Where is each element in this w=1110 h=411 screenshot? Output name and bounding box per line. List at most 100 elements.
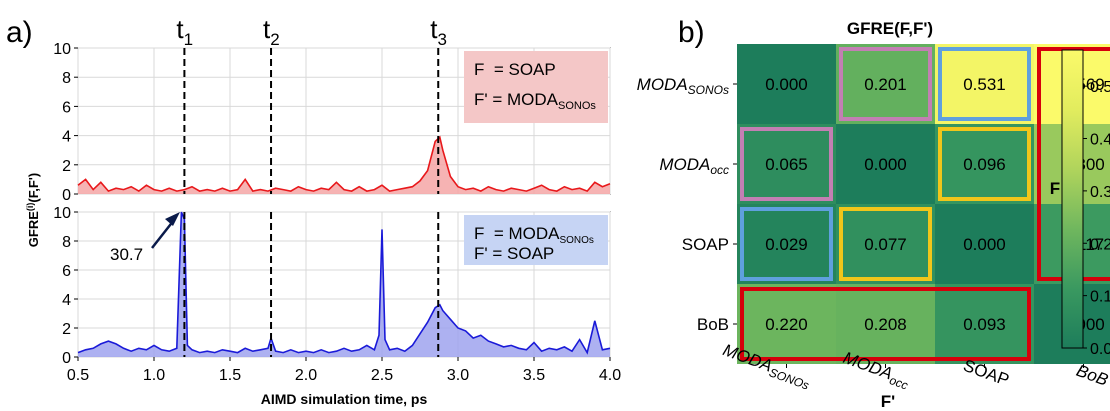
heatmap: 0.0000.2010.5310.5690.0650.0000.0960.300… — [737, 44, 1110, 364]
heatmap-cell-value: 0.093 — [963, 315, 1006, 334]
heatmap-cell-value: 0.208 — [864, 315, 907, 334]
time-marker-label: t3 — [430, 14, 447, 49]
annotation-arrow-shaft — [151, 219, 175, 249]
time-marker-label: t2 — [263, 14, 280, 49]
colorbar: 0.0 0.1 0.2 0.3 0.4 0.5 — [1061, 49, 1110, 358]
bottom-subplot: 0 2 4 6 8 10 0.5 1.0 1.5 2.0 2.5 3.0 3.5 4.0 F = MOD… — [53, 205, 621, 384]
ytick-label: 6 — [62, 263, 71, 280]
xtick-label: 3.5 — [523, 367, 545, 384]
heatmap-cell — [737, 204, 836, 284]
xtick-label: 2.5 — [371, 367, 393, 384]
heatmap-cell-value: 0.531 — [963, 75, 1006, 94]
heatmap-cell-value: 0.029 — [765, 235, 808, 254]
top-legend-line1: F = SOAP — [474, 60, 556, 79]
heatmap-title: GFRE(F,F') — [847, 19, 933, 38]
peak-annotation: 30.7 — [110, 212, 180, 264]
heatmap-cell-value: 0.000 — [864, 155, 907, 174]
heatmap-cell-value: 0.065 — [765, 155, 808, 174]
xtick-label: 1.5 — [219, 367, 241, 384]
ytick-label: 8 — [62, 70, 71, 87]
row-label: MODAocc — [659, 155, 729, 177]
highlight-box — [839, 47, 932, 121]
left-xlabel: AIMD simulation time, ps — [261, 391, 428, 407]
bottom-legend: F = MODASONOs F' = SOAP — [464, 215, 608, 265]
ytick-label: 4 — [62, 292, 71, 309]
top-area-series — [77, 135, 611, 194]
colorbar-tick-label: 0.0 — [1090, 341, 1110, 358]
ytick-label: 4 — [62, 129, 71, 146]
heatmap-cell — [737, 124, 836, 204]
top-vlines — [183, 48, 440, 194]
annotation-arrowhead-icon — [165, 212, 180, 226]
heatmap-cell — [836, 124, 935, 204]
xtick-label: 2.0 — [295, 367, 317, 384]
colorbar-tick-label: 0.4 — [1090, 132, 1110, 149]
time-marker-label: t1 — [176, 14, 193, 49]
colorbar-tick-label: 0.2 — [1090, 236, 1110, 253]
top-legend: F = SOAP F' = MODASONOs — [464, 51, 608, 123]
heatmap-cell — [836, 204, 935, 284]
highlight-box — [740, 207, 833, 281]
ytick-label: 8 — [62, 234, 71, 251]
bottom-legend-line1: F = MODASONOs — [474, 224, 594, 246]
ytick-label: 10 — [53, 41, 71, 58]
heatmap-xlabel: F' — [881, 392, 895, 411]
panel-label-b: b) — [678, 16, 705, 49]
colorbar-tick-label: 0.5 — [1090, 79, 1110, 96]
xtick-label: 4.0 — [599, 367, 621, 384]
heatmap-cell-value: 0.220 — [765, 315, 808, 334]
ytick-label: 0 — [62, 350, 71, 367]
heatmap-cell-value: 0.201 — [864, 75, 907, 94]
panel-label-a: a) — [6, 16, 33, 49]
row-label: MODASONOs — [637, 75, 729, 97]
heatmap-cell — [935, 124, 1034, 204]
ytick-label: 0 — [62, 187, 71, 204]
bottom-vlines — [183, 212, 440, 357]
heatmap-ylabel: F — [1050, 179, 1060, 198]
heatmap-cell — [737, 284, 836, 364]
bottom-legend-box — [464, 215, 608, 265]
highlight-box — [740, 127, 833, 201]
heatmap-cell-value: 0.000 — [963, 235, 1006, 254]
annotation-label: 30.7 — [110, 245, 143, 264]
heatmap-cell — [737, 44, 836, 124]
highlight-box — [938, 127, 1031, 201]
highlight-box — [740, 287, 1031, 361]
left-ylabel: GFRE(i)(F,F') — [25, 173, 41, 247]
ytick-label: 6 — [62, 99, 71, 116]
colorbar-bar — [1061, 49, 1084, 349]
top-series-area-fill — [78, 137, 610, 194]
colorbar-tick-label: 0.1 — [1090, 289, 1110, 306]
highlight-box — [938, 47, 1031, 121]
heatmap-cell-value: 0.077 — [864, 235, 907, 254]
bottom-legend-line2: F' = SOAP — [474, 244, 554, 263]
top-yticks: 0 2 4 6 8 10 — [53, 41, 78, 204]
bottom-yticks: 0 2 4 6 8 10 — [53, 205, 78, 367]
top-subplot: 0 2 4 6 8 10 F = SOAP F' = MODASONOs — [53, 41, 611, 204]
ytick-label: 10 — [53, 205, 71, 222]
top-legend-line2: F' = MODASONOs — [474, 90, 596, 112]
colorbar-tick-label: 0.3 — [1090, 184, 1110, 201]
heatmap-cell — [935, 284, 1034, 364]
bottom-xticks: 0.5 1.0 1.5 2.0 2.5 3.0 3.5 4.0 — [67, 357, 621, 384]
ytick-label: 2 — [62, 158, 71, 175]
ytick-label: 2 — [62, 321, 71, 338]
top-legend-box — [464, 51, 608, 123]
row-label: BoB — [697, 315, 729, 334]
time-markers-labels: t1 t2 t3 — [176, 14, 447, 49]
xtick-label: 0.5 — [67, 367, 89, 384]
xtick-label: 3.0 — [447, 367, 469, 384]
heatmap-cell — [935, 204, 1034, 284]
heatmap-cell-value: 0.096 — [963, 155, 1006, 174]
xtick-label: 1.0 — [143, 367, 165, 384]
top-series-line — [77, 135, 611, 193]
row-label: SOAP — [682, 235, 729, 254]
heatmap-cell — [935, 44, 1034, 124]
col-label: BoB — [1074, 361, 1110, 390]
heatmap-row-labels: MODASONOs MODAocc SOAP BoB — [637, 75, 737, 334]
heatmap-cell — [836, 44, 935, 124]
highlight-box — [839, 207, 932, 281]
heatmap-cell-value: 0.000 — [765, 75, 808, 94]
heatmap-cell — [836, 284, 935, 364]
